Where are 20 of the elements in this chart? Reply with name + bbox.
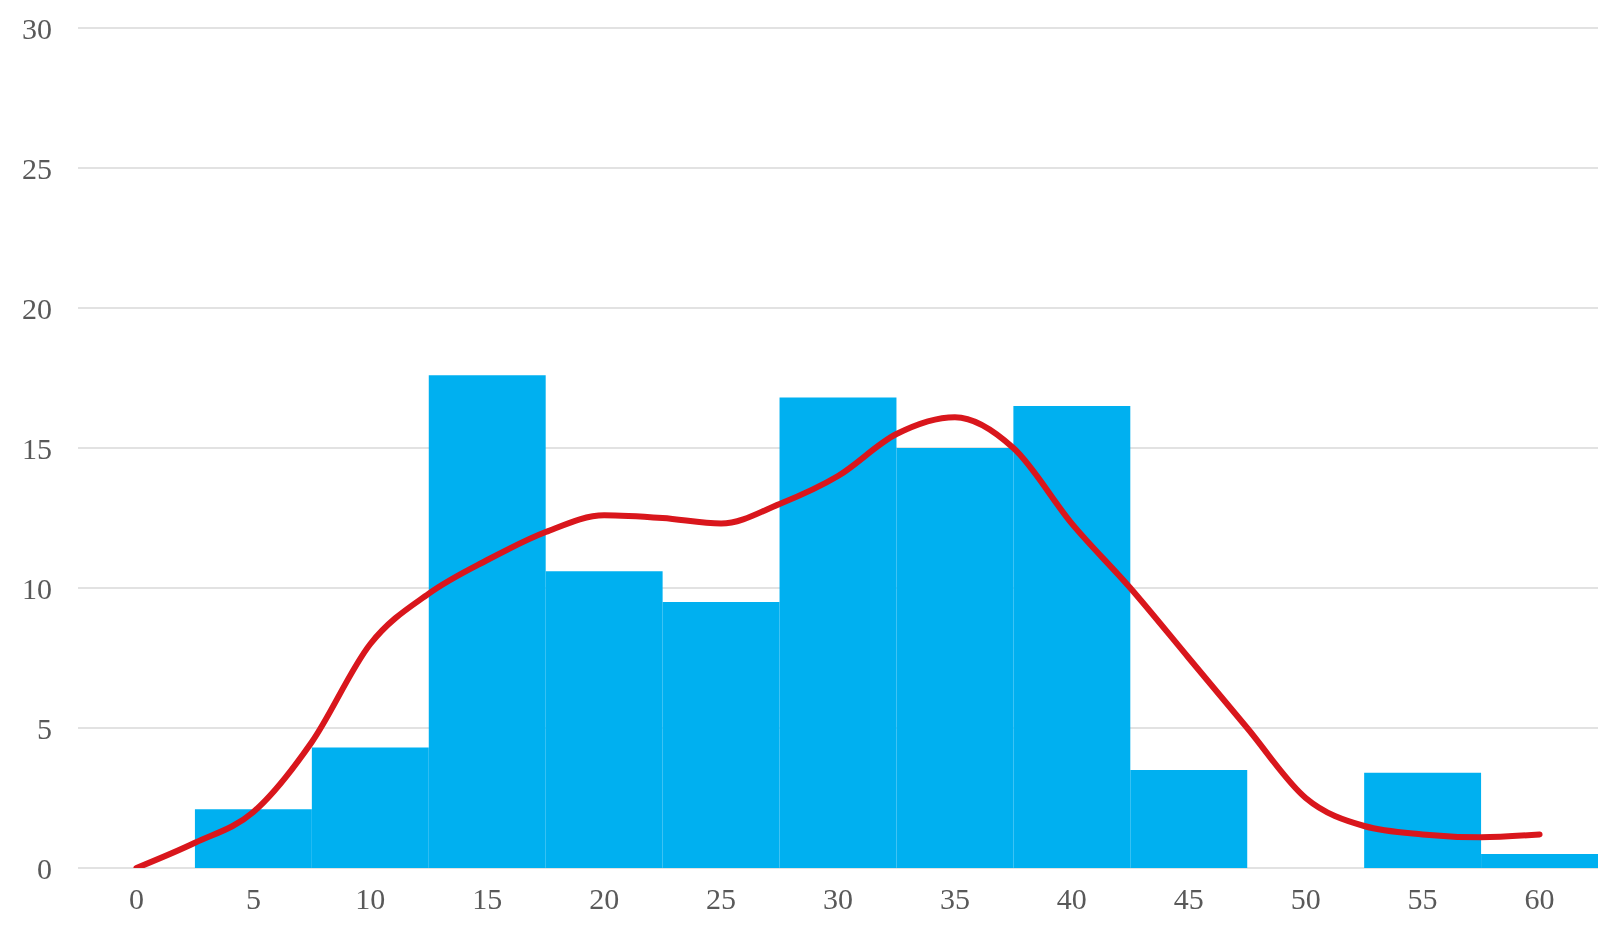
x-tick-label: 50 — [1290, 882, 1321, 916]
x-tick-label: 30 — [823, 882, 853, 916]
y-tick-label: 0 — [37, 851, 52, 885]
x-tick-label: 60 — [1524, 882, 1555, 916]
x-tick-label: 15 — [472, 882, 503, 916]
x-tick-label: 25 — [706, 882, 737, 916]
y-tick-label: 15 — [22, 431, 52, 465]
x-tick-label: 0 — [128, 882, 144, 916]
x-tick-label: 55 — [1407, 882, 1438, 916]
y-tick-label: 10 — [22, 571, 52, 605]
x-tick-label: 40 — [1056, 882, 1087, 916]
y-tick-label: 30 — [22, 11, 52, 45]
x-tick-label: 45 — [1173, 882, 1204, 916]
y-tick-label: 25 — [22, 151, 52, 185]
y-tick-label: 5 — [37, 711, 52, 745]
x-tick-label: 5 — [245, 882, 261, 916]
x-tick-label: 10 — [355, 882, 386, 916]
x-tick-label: 35 — [939, 882, 970, 916]
x-tick-label: 20 — [589, 882, 620, 916]
y-tick-label: 20 — [22, 291, 52, 325]
